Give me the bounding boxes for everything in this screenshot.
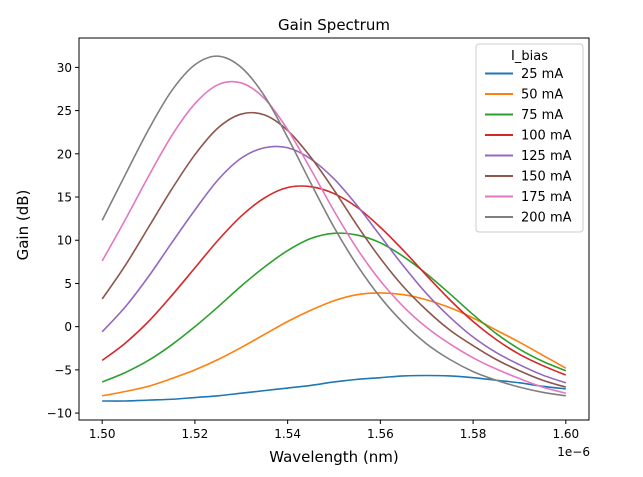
x-tick-label: 1.58 xyxy=(460,427,487,441)
series-line-50-ma xyxy=(102,292,567,397)
y-tick-label: −5 xyxy=(54,363,72,377)
legend-entry: 75 mA xyxy=(521,108,563,123)
y-tick-label: 5 xyxy=(64,277,72,291)
series-line-75-ma xyxy=(101,232,567,383)
x-tick-label: 1.60 xyxy=(552,427,579,441)
legend-entry: 175 mA xyxy=(521,190,572,205)
legend-entry: 50 mA xyxy=(521,88,563,103)
legend-box xyxy=(475,43,584,233)
series-line-100-ma xyxy=(101,185,567,376)
legend-entry: 150 mA xyxy=(521,170,572,185)
y-tick-label: 30 xyxy=(57,61,72,75)
axes-frame xyxy=(78,37,590,421)
x-offset-label: 1e−6 xyxy=(557,445,590,459)
y-tick-label: 15 xyxy=(57,191,72,205)
plot-area: 1.50 1.52 1.54 1.56 1.58 1.60 −10 −5 0 5 10 15 20 25 3… xyxy=(47,37,590,441)
y-tick-label: −10 xyxy=(47,407,72,421)
x-tick-label: 1.52 xyxy=(182,427,209,441)
legend-entry: 100 mA xyxy=(521,129,572,144)
x-tick-label: 1.54 xyxy=(274,427,301,441)
series-line-125-ma xyxy=(101,145,567,384)
x-axis-label: Wavelength (nm) xyxy=(269,448,399,466)
legend: I_bias 25 mA 50 mA 75 mA 100 mA 125 mA 150 mA 1… xyxy=(475,43,584,233)
x-tick-label: 1.50 xyxy=(89,427,116,441)
legend-entry: 25 mA xyxy=(521,67,563,82)
x-tick-label: 1.56 xyxy=(367,427,394,441)
legend-entry: 125 mA xyxy=(521,149,572,164)
series-line-175-ma xyxy=(101,80,567,394)
y-tick-label: 25 xyxy=(57,104,72,118)
legend-title: I_bias xyxy=(511,49,548,64)
y-tick-label: 10 xyxy=(57,234,72,248)
y-tick-label: 20 xyxy=(57,147,72,161)
y-tick-label: 0 xyxy=(64,320,72,334)
y-axis-label: Gain (dB) xyxy=(14,190,32,261)
legend-entry: 200 mA xyxy=(521,211,572,226)
series-line-150-ma xyxy=(101,111,567,388)
series-line-25-ma xyxy=(102,374,566,402)
chart-title: Gain Spectrum xyxy=(278,16,390,34)
series-line-200-ma xyxy=(101,55,566,397)
